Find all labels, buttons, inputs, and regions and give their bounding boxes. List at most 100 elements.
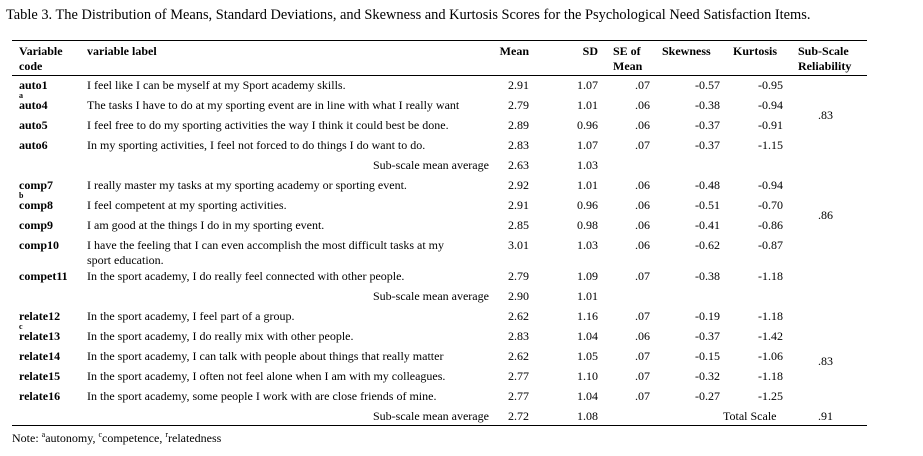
sd-value: 1.07 <box>577 78 598 92</box>
mean-value: 2.92 <box>508 178 529 192</box>
se-value: .06 <box>635 329 650 343</box>
subscale-mean-value: 2.63 <box>508 158 529 172</box>
note-r-text: relatedness <box>168 431 222 445</box>
subscale-mean-value: 2.90 <box>508 289 529 303</box>
se-value: .06 <box>635 198 650 212</box>
reliability-relatedness: .83 <box>818 354 833 368</box>
skewness-value: -0.48 <box>695 178 720 192</box>
sd-value: 1.03 <box>577 238 598 252</box>
se-value: .07 <box>635 309 650 323</box>
kurtosis-value: -1.15 <box>758 138 783 152</box>
subscale-mean-label: Sub-scale mean average <box>373 409 489 423</box>
skewness-value: -0.32 <box>695 369 720 383</box>
header-skewness: Skewness <box>662 44 711 58</box>
skewness-value: -0.27 <box>695 389 720 403</box>
sd-value: 0.96 <box>577 198 598 212</box>
header-reliability-line2: Reliability <box>798 59 852 73</box>
kurtosis-value: -1.18 <box>758 309 783 323</box>
variable-label: I have the feeling that I can even accom… <box>87 238 444 252</box>
subscale-mean-label: Sub-scale mean average <box>373 158 489 172</box>
variable-label: In the sport academy, some people I work… <box>87 389 437 403</box>
subscale-sd-value: 1.03 <box>577 158 598 172</box>
variable-label: In the sport academy, I do really feel c… <box>87 269 405 283</box>
variable-label: I feel competent at my sporting activiti… <box>87 198 287 212</box>
skewness-value: -0.37 <box>695 329 720 343</box>
variable-label: In the sport academy, I can talk with pe… <box>87 349 444 363</box>
header-label: variable label <box>87 44 157 58</box>
skewness-value: -0.38 <box>695 98 720 112</box>
sd-value: 1.04 <box>577 329 598 343</box>
kurtosis-value: -0.87 <box>758 238 783 252</box>
total-scale-reliability: .91 <box>818 409 833 423</box>
variable-code: auto6 <box>19 138 48 152</box>
mean-value: 2.91 <box>508 78 529 92</box>
note-prefix: Note: <box>12 431 42 445</box>
se-value: .07 <box>635 389 650 403</box>
skewness-value: -0.38 <box>695 269 720 283</box>
subscale-mean-value: 2.72 <box>508 409 529 423</box>
header-reliability-line1: Sub-Scale <box>798 44 849 58</box>
note-c-text: competence, <box>102 431 166 445</box>
kurtosis-value: -0.94 <box>758 98 783 112</box>
variable-code: compet11 <box>19 269 68 283</box>
variable-label: I am good at the things I do in my sport… <box>87 218 325 232</box>
note-a-text: autonomy, <box>45 431 99 445</box>
kurtosis-value: -1.18 <box>758 369 783 383</box>
table-top-rule <box>12 40 867 41</box>
mean-value: 2.77 <box>508 389 529 403</box>
variable-code: relate14 <box>19 349 61 363</box>
mean-value: 2.79 <box>508 98 529 112</box>
reliability-autonomy: .83 <box>818 108 833 122</box>
mean-value: 2.79 <box>508 269 529 283</box>
variable-label: I feel free to do my sporting activities… <box>87 118 449 132</box>
skewness-value: -0.41 <box>695 218 720 232</box>
skewness-value: -0.37 <box>695 118 720 132</box>
code-superscript: c <box>19 322 23 331</box>
subscale-sd-value: 1.08 <box>577 409 598 423</box>
skewness-value: -0.57 <box>695 78 720 92</box>
total-scale-label: Total Scale <box>723 409 777 423</box>
variable-code: comp9 <box>19 218 53 232</box>
kurtosis-value: -0.86 <box>758 218 783 232</box>
subscale-mean-label: Sub-scale mean average <box>373 289 489 303</box>
variable-code: relate15 <box>19 369 61 383</box>
sd-value: 0.98 <box>577 218 598 232</box>
variable-label: I feel like I can be myself at my Sport … <box>87 78 346 92</box>
kurtosis-value: -1.06 <box>758 349 783 363</box>
se-value: .06 <box>635 98 650 112</box>
sd-value: 1.05 <box>577 349 598 363</box>
variable-label: I really master my tasks at my sporting … <box>87 178 407 192</box>
se-value: .07 <box>635 369 650 383</box>
skewness-value: -0.51 <box>695 198 720 212</box>
se-value: .06 <box>635 218 650 232</box>
header-code-line1: Variable <box>19 44 63 58</box>
variable-code: comp10 <box>19 238 59 252</box>
variable-code-cell: comp7 b <box>19 178 53 206</box>
variable-label: The tasks I have to do at my sporting ev… <box>87 98 460 112</box>
note-a-sup: a <box>41 430 46 439</box>
kurtosis-value: -0.94 <box>758 178 783 192</box>
se-value: .06 <box>635 178 650 192</box>
variable-label: In the sport academy, I feel part of a g… <box>87 309 295 323</box>
kurtosis-value: -0.70 <box>758 198 783 212</box>
kurtosis-value: -1.42 <box>758 329 783 343</box>
mean-value: 2.62 <box>508 349 529 363</box>
skewness-value: -0.15 <box>695 349 720 363</box>
se-value: .07 <box>635 349 650 363</box>
mean-value: 3.01 <box>508 238 529 252</box>
sd-value: 1.16 <box>577 309 598 323</box>
sd-value: 0.96 <box>577 118 598 132</box>
header-sd: SD <box>582 44 598 58</box>
se-value: .06 <box>635 118 650 132</box>
header-mean: Mean <box>499 44 529 58</box>
table-caption: Table 3. The Distribution of Means, Stan… <box>6 7 811 23</box>
kurtosis-value: -0.95 <box>758 78 783 92</box>
table-note: Note: aautonomy, ccompetence, rrelatedne… <box>12 431 221 446</box>
variable-code: comp7 <box>19 178 53 192</box>
reliability-competence: .86 <box>818 208 833 222</box>
se-value: .07 <box>635 78 650 92</box>
variable-code-cell: auto1 a <box>19 78 48 106</box>
subscale-sd-value: 1.01 <box>577 289 598 303</box>
header-code-line2: code <box>19 59 43 73</box>
variable-code: auto5 <box>19 118 48 132</box>
